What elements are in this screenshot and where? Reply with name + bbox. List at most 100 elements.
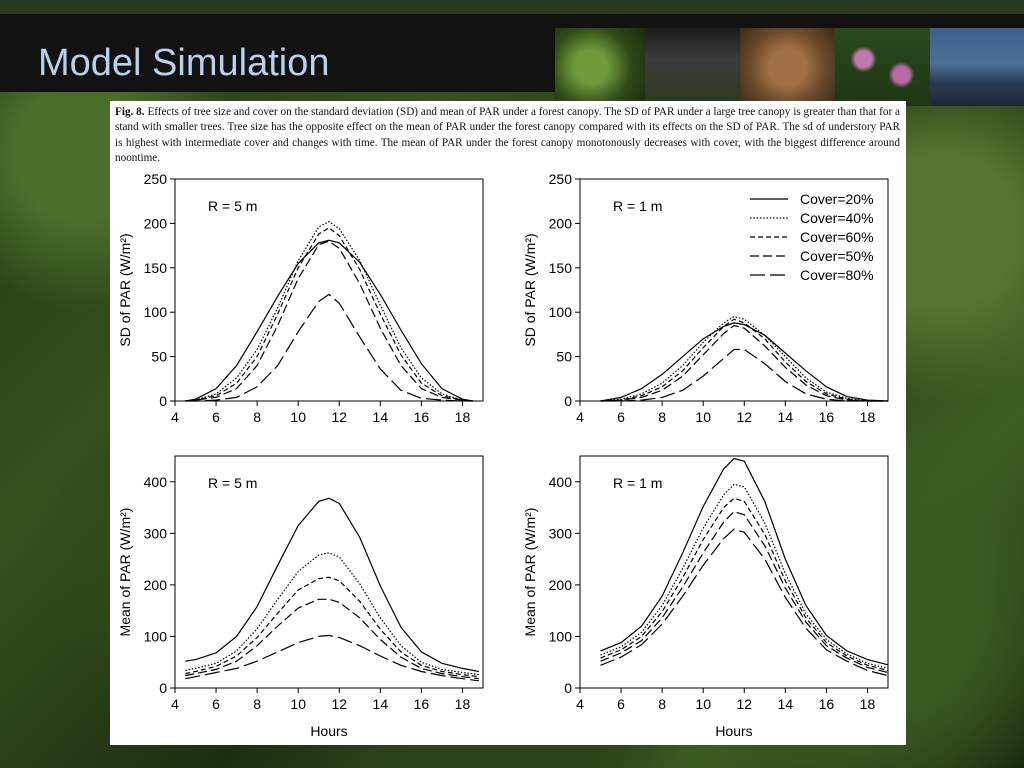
- plot-frame: [174, 455, 484, 689]
- y-tick-label: 0: [159, 393, 167, 409]
- y-tick-label: 300: [549, 525, 573, 541]
- chart-sd-r1: 4 6 8 10 12 14 16 18 0 50 100 150 200 250 SD of PAR (W…: [522, 171, 889, 425]
- y-tick-label: 0: [564, 393, 572, 409]
- x-tick-label: 4: [576, 409, 584, 425]
- x-tick-label: 18: [455, 409, 471, 425]
- x-tick-label: 10: [290, 409, 306, 425]
- figure-label: Fig. 8.: [115, 106, 145, 118]
- x-tick-label: 8: [658, 696, 666, 712]
- y-axis-label: SD of PAR (W/m²): [522, 233, 538, 346]
- y-tick-label: 300: [144, 525, 168, 541]
- series-line-3: [185, 227, 473, 402]
- x-tick-label: 12: [331, 409, 347, 425]
- x-tick-label: 14: [778, 696, 794, 712]
- x-axis-label: Hours: [715, 723, 752, 739]
- x-tick-label: 16: [819, 696, 835, 712]
- y-tick-label: 50: [556, 349, 572, 365]
- x-tick-label: 8: [253, 696, 261, 712]
- x-tick-label: 12: [736, 409, 752, 425]
- y-tick-label: 150: [144, 260, 168, 276]
- plot-frame: [174, 178, 484, 402]
- y-tick-label: 250: [144, 171, 168, 187]
- y-tick-label: 200: [549, 577, 573, 593]
- y-tick-label: 250: [549, 171, 573, 187]
- series-line-5: [185, 634, 479, 682]
- y-tick-label: 400: [144, 474, 168, 490]
- y-tick-label: 200: [144, 577, 168, 593]
- series-line-3: [600, 497, 889, 672]
- y-tick-label: 200: [144, 215, 168, 231]
- x-tick-label: 10: [290, 696, 306, 712]
- y-tick-label: 50: [151, 349, 167, 365]
- page-title: Model Simulation: [38, 42, 330, 84]
- x-tick-label: 10: [695, 696, 711, 712]
- legend-label: Cover=40%: [800, 210, 874, 226]
- panel-label: R = 5 m: [208, 198, 257, 214]
- banner-photo-mountains: [930, 28, 1024, 106]
- series-line-2: [600, 315, 888, 402]
- banner-photo-flowers: [835, 28, 930, 106]
- x-tick-label: 6: [212, 409, 220, 425]
- series-line-5: [185, 293, 473, 402]
- x-tick-label: 8: [253, 409, 261, 425]
- y-axis-label: SD of PAR (W/m²): [117, 233, 133, 346]
- panel-label: R = 5 m: [208, 475, 257, 491]
- x-tick-label: 12: [736, 696, 752, 712]
- legend-label: Cover=80%: [800, 267, 874, 283]
- x-tick-label: 14: [373, 696, 389, 712]
- series-line-3: [600, 318, 888, 402]
- figure-caption: Fig. 8. Effects of tree size and cover o…: [115, 105, 900, 167]
- series-line-4: [600, 324, 888, 402]
- series-line-2: [600, 483, 889, 669]
- plot-frame: [579, 455, 889, 689]
- figure-panel: Fig. 8. Effects of tree size and cover o…: [110, 101, 906, 745]
- banner-photo-storm: [645, 28, 740, 106]
- x-tick-label: 14: [373, 409, 389, 425]
- y-tick-label: 0: [564, 680, 572, 696]
- series-line-1: [600, 322, 889, 402]
- panel-label: R = 1 m: [613, 475, 662, 491]
- x-tick-label: 6: [617, 696, 625, 712]
- y-tick-label: 0: [159, 680, 167, 696]
- x-tick-label: 6: [212, 696, 220, 712]
- panel-label: R = 1 m: [613, 198, 662, 214]
- y-tick-label: 100: [144, 304, 168, 320]
- caption-text: Effects of tree size and cover on the st…: [115, 106, 900, 165]
- series-line-4: [185, 240, 473, 402]
- x-tick-label: 4: [171, 696, 179, 712]
- x-tick-label: 10: [695, 409, 711, 425]
- y-tick-label: 400: [549, 474, 573, 490]
- y-tick-label: 100: [549, 304, 573, 320]
- x-tick-label: 16: [414, 409, 430, 425]
- y-tick-label: 150: [549, 260, 573, 276]
- banner-photo-autumn: [740, 28, 835, 106]
- series-line-4: [185, 598, 479, 680]
- series-line-1: [185, 239, 473, 402]
- x-tick-label: 8: [658, 409, 666, 425]
- chart-mean-r1: 4 6 8 10 12 14 16 18 0 100 200 300 400 Mean of PAR (W…: [522, 455, 889, 739]
- x-tick-label: 18: [860, 696, 876, 712]
- series-line-1: [600, 457, 889, 666]
- x-tick-label: 18: [860, 409, 876, 425]
- x-tick-label: 18: [455, 696, 471, 712]
- y-axis-label: Mean of PAR (W/m²): [117, 508, 133, 637]
- y-tick-label: 100: [144, 628, 168, 644]
- legend-label: Cover=20%: [800, 191, 874, 207]
- x-tick-label: 16: [414, 696, 430, 712]
- x-tick-label: 4: [171, 409, 179, 425]
- title-bar: Model Simulation: [0, 0, 1024, 106]
- x-tick-label: 4: [576, 696, 584, 712]
- y-axis-label: Mean of PAR (W/m²): [522, 508, 538, 637]
- x-tick-label: 14: [778, 409, 794, 425]
- x-axis-label: Hours: [310, 723, 347, 739]
- series-line-5: [600, 348, 888, 402]
- series-line-4: [600, 511, 889, 674]
- plot-frame: [579, 178, 889, 402]
- x-tick-label: 12: [331, 696, 347, 712]
- y-tick-label: 100: [549, 628, 573, 644]
- series-line-2: [185, 552, 479, 676]
- series-line-1: [185, 497, 480, 673]
- chart-sd-r5: 4 6 8 10 12 14 16 18 0 50 100 150 200 250 SD of PAR (W…: [117, 171, 484, 425]
- legend-label: Cover=50%: [800, 248, 874, 264]
- series-line-3: [185, 576, 479, 678]
